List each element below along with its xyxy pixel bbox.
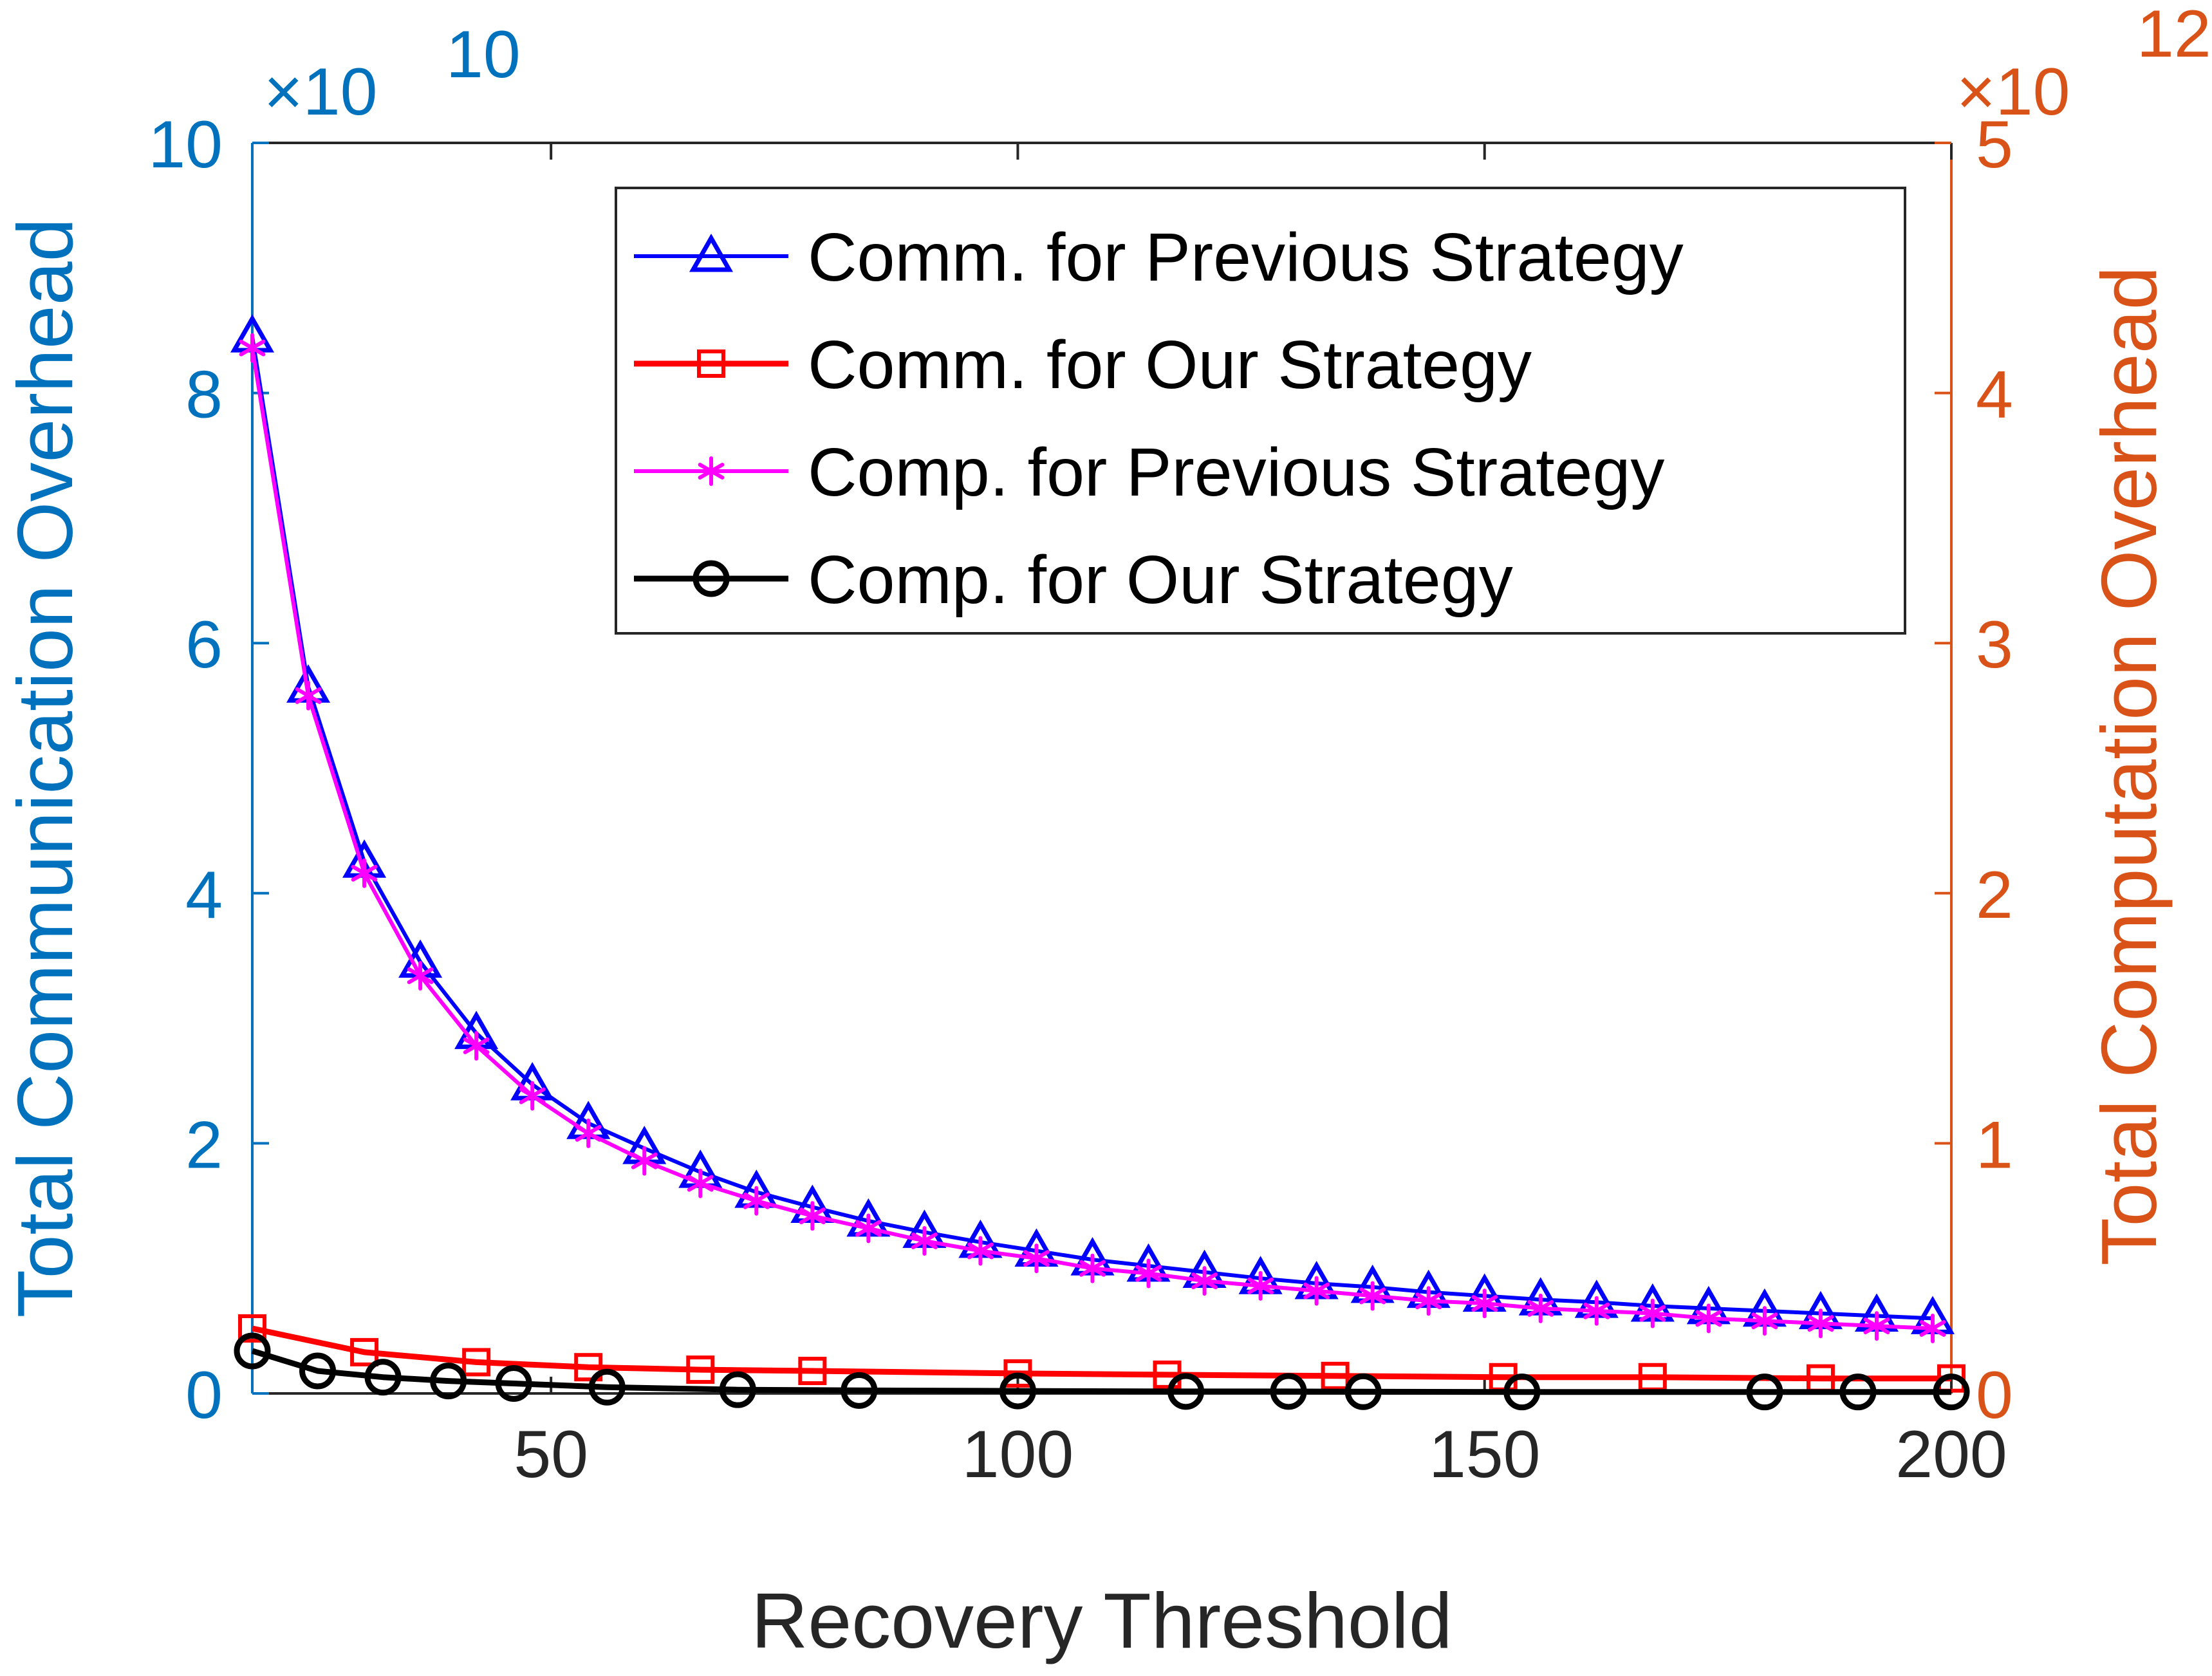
data-point-marker [299, 1352, 337, 1390]
left-tick-label: 8 [185, 358, 223, 433]
right-tick-label: 5 [1976, 107, 2013, 182]
data-point-marker [1839, 1373, 1877, 1411]
left-tick-label: 4 [185, 858, 223, 933]
data-point-marker [1746, 1373, 1783, 1411]
series-4 [234, 1332, 1970, 1411]
data-point-marker [462, 1348, 491, 1377]
data-point-marker [234, 1332, 271, 1370]
legend-marker [697, 349, 725, 378]
legend-entry: Comm. for Previous Strategy [634, 219, 1684, 295]
right-tick-label: 2 [1976, 858, 2013, 933]
right-tick-label: 4 [1976, 358, 2013, 433]
data-point-marker [1303, 1276, 1330, 1306]
data-point-marker [1751, 1306, 1778, 1336]
legend-entry: Comp. for Our Strategy [634, 542, 1513, 618]
data-point-marker [799, 1201, 826, 1231]
data-point-marker [1023, 1243, 1050, 1274]
data-point-marker [1247, 1271, 1274, 1301]
data-point-marker [1191, 1266, 1218, 1296]
data-point-marker [911, 1225, 938, 1256]
x-axis-title: Recovery Threshold [751, 1577, 1452, 1664]
data-point-marker [1079, 1253, 1106, 1283]
right-tick-label: 1 [1976, 1108, 2013, 1182]
data-point-marker [463, 1030, 490, 1061]
right-axis-title: Total Computation Overhead [2085, 266, 2173, 1266]
legend-box [615, 187, 1906, 635]
data-point-marker [519, 1081, 546, 1111]
data-point-marker [1919, 1313, 1946, 1343]
data-point-marker [719, 1371, 756, 1408]
data-point-marker [1471, 1289, 1498, 1319]
data-point-marker [1135, 1258, 1162, 1289]
legend-marker [689, 233, 734, 272]
data-point-marker [574, 1353, 603, 1382]
data-point-marker [575, 1118, 602, 1148]
data-point-marker [1321, 1361, 1350, 1390]
data-point-marker [1003, 1359, 1032, 1388]
legend-label: Comp. for Our Strategy [808, 542, 1513, 618]
data-point-marker [295, 680, 322, 711]
legend-label: Comm. for Our Strategy [808, 327, 1532, 403]
legend-marker [692, 560, 730, 597]
right-tick-label: 0 [1976, 1358, 2013, 1433]
data-point-marker [351, 858, 378, 888]
series-layer [230, 314, 1970, 1411]
data-point-marker [999, 1372, 1036, 1410]
data-point-marker [350, 1337, 379, 1366]
data-point-marker [430, 1363, 467, 1400]
data-point-marker [1933, 1373, 1970, 1411]
legend-marker [698, 456, 725, 486]
left-tick-label: 6 [185, 608, 223, 682]
data-point-marker [687, 1168, 714, 1198]
x-tick-label: 50 [514, 1417, 588, 1492]
x-tick-label: 150 [1429, 1417, 1541, 1492]
data-point-marker [1344, 1373, 1382, 1410]
legend-entry: Comp. for Previous Strategy [634, 434, 1664, 510]
data-point-marker [841, 1372, 878, 1409]
data-point-marker [238, 1314, 266, 1343]
data-point-marker [798, 1357, 827, 1386]
legend-entry: Comm. for Our Strategy [634, 327, 1532, 403]
data-point-marker [686, 1355, 715, 1384]
legend-label: Comp. for Previous Strategy [808, 434, 1664, 510]
data-point-marker [1270, 1373, 1307, 1410]
series-3 [239, 333, 1946, 1343]
data-point-marker [239, 333, 266, 363]
data-point-marker [743, 1186, 770, 1216]
data-point-marker [1863, 1311, 1890, 1341]
right-tick-label: 3 [1976, 608, 2013, 682]
data-point-marker [967, 1236, 994, 1266]
left-tick-label: 2 [185, 1108, 223, 1182]
data-point-marker [855, 1213, 882, 1243]
x-tick-label: 200 [1895, 1417, 2007, 1492]
x-tick-label: 100 [962, 1417, 1074, 1492]
legend-label: Comm. for Previous Strategy [808, 219, 1684, 295]
data-point-marker [1583, 1296, 1610, 1326]
right-axis-exponent-power: 12 [2137, 0, 2211, 71]
left-axis-exponent: ×10 [264, 55, 377, 129]
data-point-marker [1527, 1293, 1554, 1323]
data-point-marker [588, 1368, 626, 1406]
data-point-marker [364, 1359, 402, 1396]
left-axis-title: Total Communication Overhead [1, 218, 89, 1318]
data-point-marker [1167, 1373, 1205, 1410]
data-point-marker [1695, 1303, 1722, 1334]
left-tick-label: 10 [148, 107, 223, 182]
legend: Comm. for Previous Strategy Comm. for Our… [615, 187, 1906, 635]
left-tick-label: 0 [185, 1358, 223, 1433]
data-point-marker [1359, 1281, 1386, 1311]
series-line [251, 1348, 1951, 1395]
data-point-marker [407, 961, 434, 991]
data-point-marker [1503, 1373, 1541, 1411]
data-point-marker [1639, 1298, 1666, 1328]
data-point-marker [631, 1146, 658, 1176]
data-point-marker [1807, 1308, 1834, 1339]
data-point-marker [495, 1364, 532, 1402]
data-point-marker [1415, 1286, 1442, 1316]
right-axis-exponent: ×10 [1956, 55, 2070, 129]
left-axis-exponent-power: 10 [446, 17, 521, 92]
